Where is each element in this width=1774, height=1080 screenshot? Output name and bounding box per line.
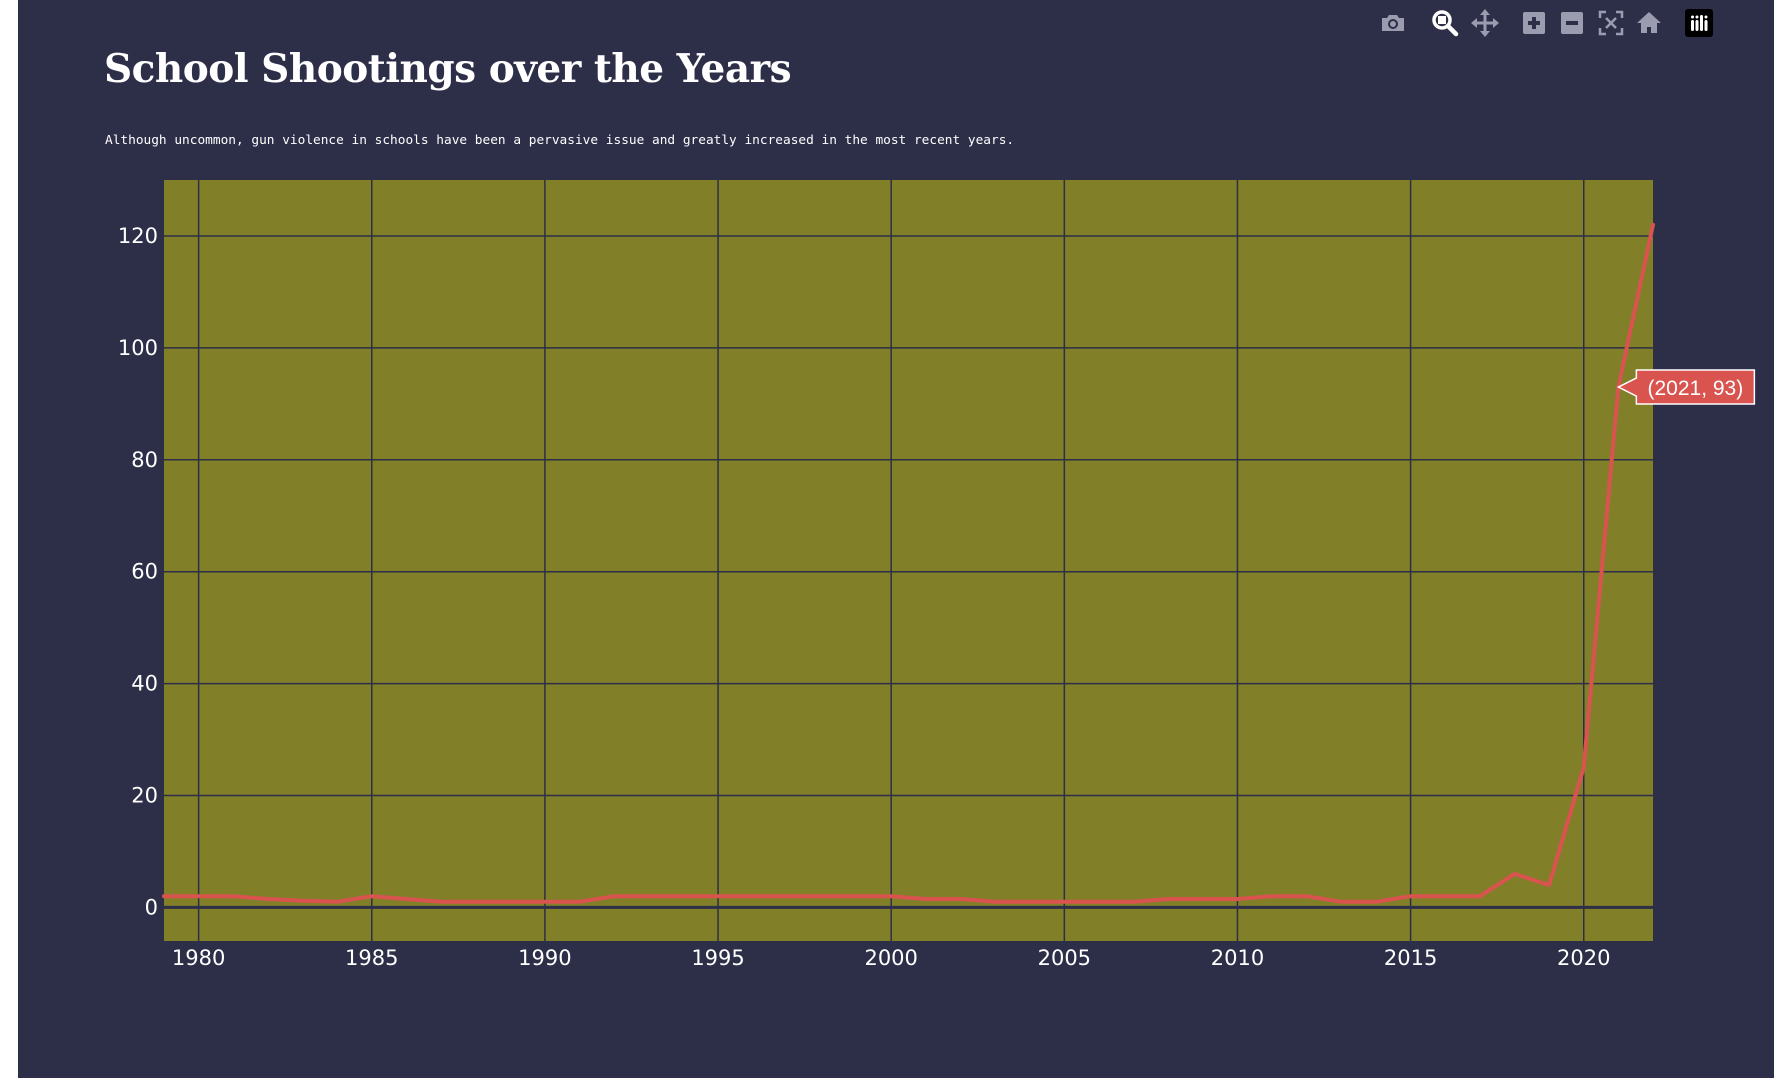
zoom-button[interactable] bbox=[1428, 6, 1462, 40]
hover-tooltip: (2021, 93) bbox=[1616, 369, 1756, 405]
x-tick-label: 1985 bbox=[345, 946, 398, 970]
autoscale-icon bbox=[1598, 10, 1624, 36]
zoom-in-icon bbox=[1523, 12, 1545, 34]
line-chart[interactable]: 1980 1985 1990 1995 2000 2005 2010 2015 2020 0 20 4… bbox=[18, 0, 1774, 1078]
home-icon bbox=[1637, 12, 1661, 33]
x-tick-label: 2005 bbox=[1038, 946, 1091, 970]
plot-area bbox=[164, 180, 1653, 941]
x-tick-label: 1995 bbox=[691, 946, 744, 970]
camera-icon bbox=[1382, 15, 1404, 31]
y-tick-label: 20 bbox=[131, 784, 158, 808]
tooltip-label: (2021, 93) bbox=[1648, 377, 1744, 400]
pan-button[interactable] bbox=[1468, 6, 1502, 40]
autoscale-button[interactable] bbox=[1594, 6, 1628, 40]
plotly-logo-button[interactable] bbox=[1682, 6, 1716, 40]
zoom-out-button[interactable] bbox=[1555, 6, 1589, 40]
pan-icon bbox=[1471, 9, 1499, 37]
x-tick-label: 2010 bbox=[1211, 946, 1264, 970]
zoom-out-icon bbox=[1561, 12, 1583, 34]
y-tick-label: 100 bbox=[118, 336, 158, 360]
x-tick-label: 2020 bbox=[1557, 946, 1610, 970]
chart-figure: School Shootings over the Years Although… bbox=[18, 0, 1774, 1078]
zoom-icon bbox=[1432, 10, 1459, 37]
x-tick-label: 2000 bbox=[864, 946, 917, 970]
camera-button[interactable] bbox=[1376, 6, 1410, 40]
chart-subtitle: Although uncommon, gun violence in schoo… bbox=[105, 133, 1015, 148]
series-line bbox=[162, 222, 1655, 904]
x-tick-label: 1980 bbox=[172, 946, 225, 970]
y-tick-label: 80 bbox=[131, 448, 158, 472]
chart-title: School Shootings over the Years bbox=[104, 46, 792, 92]
zoom-in-button[interactable] bbox=[1517, 6, 1551, 40]
y-tick-label: 0 bbox=[145, 895, 158, 919]
modebar bbox=[1376, 6, 1766, 40]
plotly-logo-icon bbox=[1685, 9, 1713, 37]
x-tick-label: 2015 bbox=[1384, 946, 1437, 970]
y-tick-label: 60 bbox=[131, 560, 158, 584]
x-tick-label: 1990 bbox=[518, 946, 571, 970]
y-tick-label: 120 bbox=[118, 224, 158, 248]
y-tick-label: 40 bbox=[131, 672, 158, 696]
home-button[interactable] bbox=[1632, 6, 1666, 40]
tooltip-box bbox=[1616, 369, 1756, 405]
